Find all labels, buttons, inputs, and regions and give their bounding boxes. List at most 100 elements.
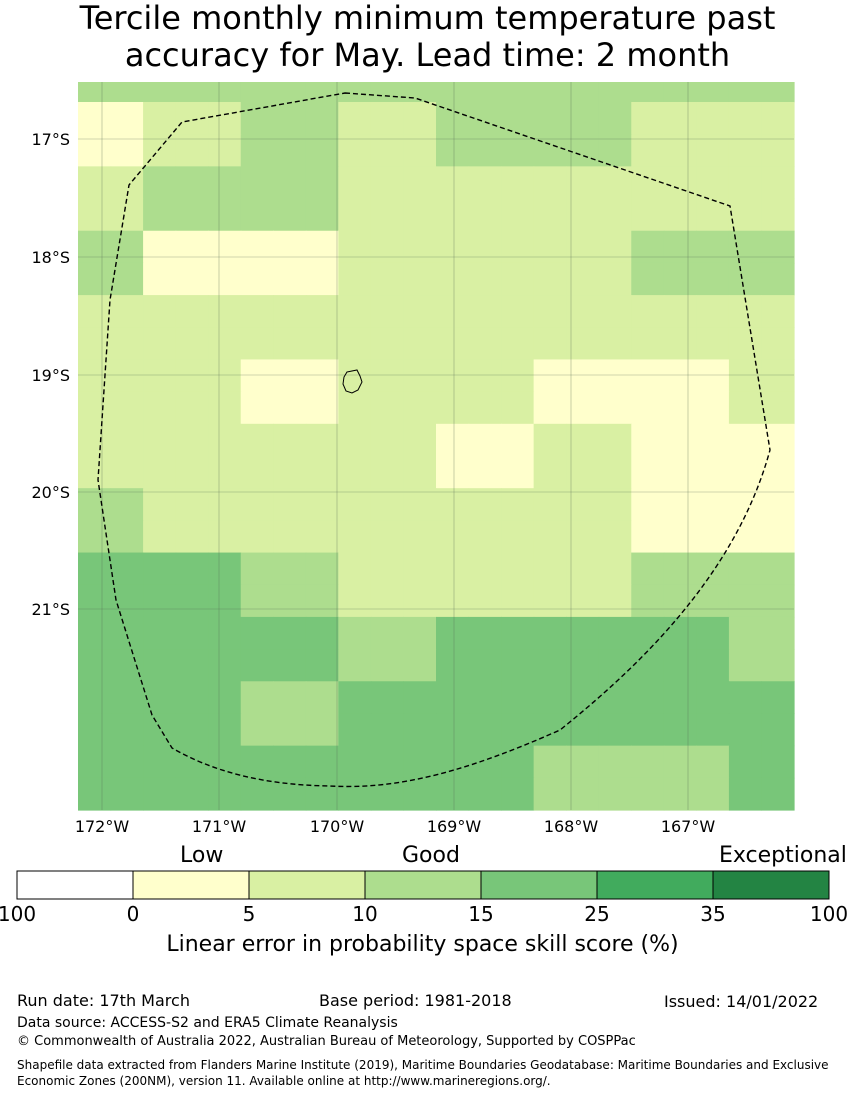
grid-cell — [338, 552, 372, 586]
grid-cell — [501, 230, 535, 264]
grid-cell — [273, 584, 307, 618]
grid-cell — [175, 745, 209, 779]
grid-cell — [240, 166, 274, 200]
grid-cell — [663, 230, 697, 264]
grid-cell — [78, 391, 112, 425]
grid-cell — [501, 681, 535, 715]
grid-cell — [175, 391, 209, 425]
grid-cell — [598, 391, 632, 425]
grid-cell — [370, 681, 405, 715]
grid-cell — [436, 166, 470, 200]
grid-cell — [501, 102, 535, 135]
grid-cell — [598, 262, 632, 296]
grid-cell — [598, 456, 632, 489]
grid-cell — [468, 359, 502, 393]
grid-cell — [338, 456, 372, 489]
grid-cell — [338, 488, 372, 521]
grid-cell — [696, 198, 730, 232]
grid-cell — [110, 520, 144, 554]
grid-cell — [631, 102, 665, 135]
grid-cell — [533, 166, 567, 200]
grid-cell — [110, 327, 144, 361]
grid-cell — [240, 713, 274, 747]
grid-cell — [403, 198, 437, 232]
grid-cell — [370, 198, 405, 232]
grid-cell — [436, 423, 470, 457]
grid-cell — [468, 391, 502, 425]
grid-cell — [338, 777, 372, 811]
grid-cell — [240, 391, 274, 425]
grid-cell — [598, 198, 632, 232]
grid-cell — [501, 166, 535, 200]
grid-cell — [631, 488, 665, 521]
grid-cell — [598, 359, 632, 393]
grid-cell — [761, 262, 795, 296]
grid-cell — [208, 230, 242, 264]
grid-cell — [175, 423, 209, 457]
grid-cell — [598, 745, 632, 779]
grid-cell — [566, 166, 600, 200]
grid-cell — [403, 520, 437, 554]
grid-cell — [175, 616, 209, 650]
grid-cell — [501, 262, 535, 296]
lat-tick-label: 19°S — [31, 366, 70, 385]
run-date: Run date: 17th March — [17, 991, 190, 1010]
grid-cell — [696, 456, 730, 489]
grid-cell — [761, 166, 795, 200]
grid-cell — [175, 198, 209, 232]
grid-cell — [436, 359, 470, 393]
grid-cell — [240, 134, 274, 167]
grid-cell — [468, 552, 502, 586]
grid-cell — [208, 649, 242, 682]
colorbar-swatch — [481, 871, 597, 899]
grid-cell — [338, 359, 372, 393]
grid-cell — [728, 552, 763, 586]
grid-cell — [663, 262, 697, 296]
grid-cell — [501, 745, 535, 779]
grid-cell — [305, 423, 339, 457]
grid-cell — [533, 359, 567, 393]
grid-cell — [403, 262, 437, 296]
grid-cell — [663, 82, 697, 103]
colorbar — [16, 870, 830, 900]
grid-cell — [143, 359, 177, 393]
grid-cell — [663, 681, 697, 715]
grid-cell — [598, 713, 632, 747]
grid-cell — [663, 166, 697, 200]
grid-cell — [696, 616, 730, 650]
grid-cell — [566, 262, 600, 296]
grid-cell — [403, 681, 437, 715]
grid-cell — [305, 681, 339, 715]
grid-cell — [143, 230, 177, 264]
grid-cell — [598, 649, 632, 682]
grid-cell — [631, 230, 665, 264]
grid-cell — [240, 198, 274, 232]
grid-cell — [305, 82, 339, 103]
lon-tick-label: 170°W — [310, 817, 365, 836]
grid-cell — [533, 198, 567, 232]
grid-cell — [566, 552, 600, 586]
grid-cell — [143, 456, 177, 489]
grid-cell — [728, 649, 763, 682]
grid-cell — [338, 327, 372, 361]
grid-cell — [110, 230, 144, 264]
grid-cell — [663, 649, 697, 682]
grid-cell — [143, 198, 177, 232]
grid-cell — [78, 327, 112, 361]
grid-cell — [338, 520, 372, 554]
grid-cell — [728, 713, 763, 747]
grid-cell — [501, 584, 535, 618]
grid-cell — [208, 552, 242, 586]
grid-cell — [728, 681, 763, 715]
grid-cell — [370, 262, 405, 296]
grid-cell — [501, 359, 535, 393]
grid-cell — [501, 488, 535, 521]
grid-cell — [631, 82, 665, 103]
grid-cell — [631, 295, 665, 328]
grid-cell — [663, 423, 697, 457]
grid-cell — [78, 134, 112, 167]
grid-cell — [78, 552, 112, 586]
colorbar-tick: 10 — [352, 902, 378, 926]
colorbar-label: Linear error in probability space skill … — [166, 932, 679, 957]
grid-cell — [436, 488, 470, 521]
